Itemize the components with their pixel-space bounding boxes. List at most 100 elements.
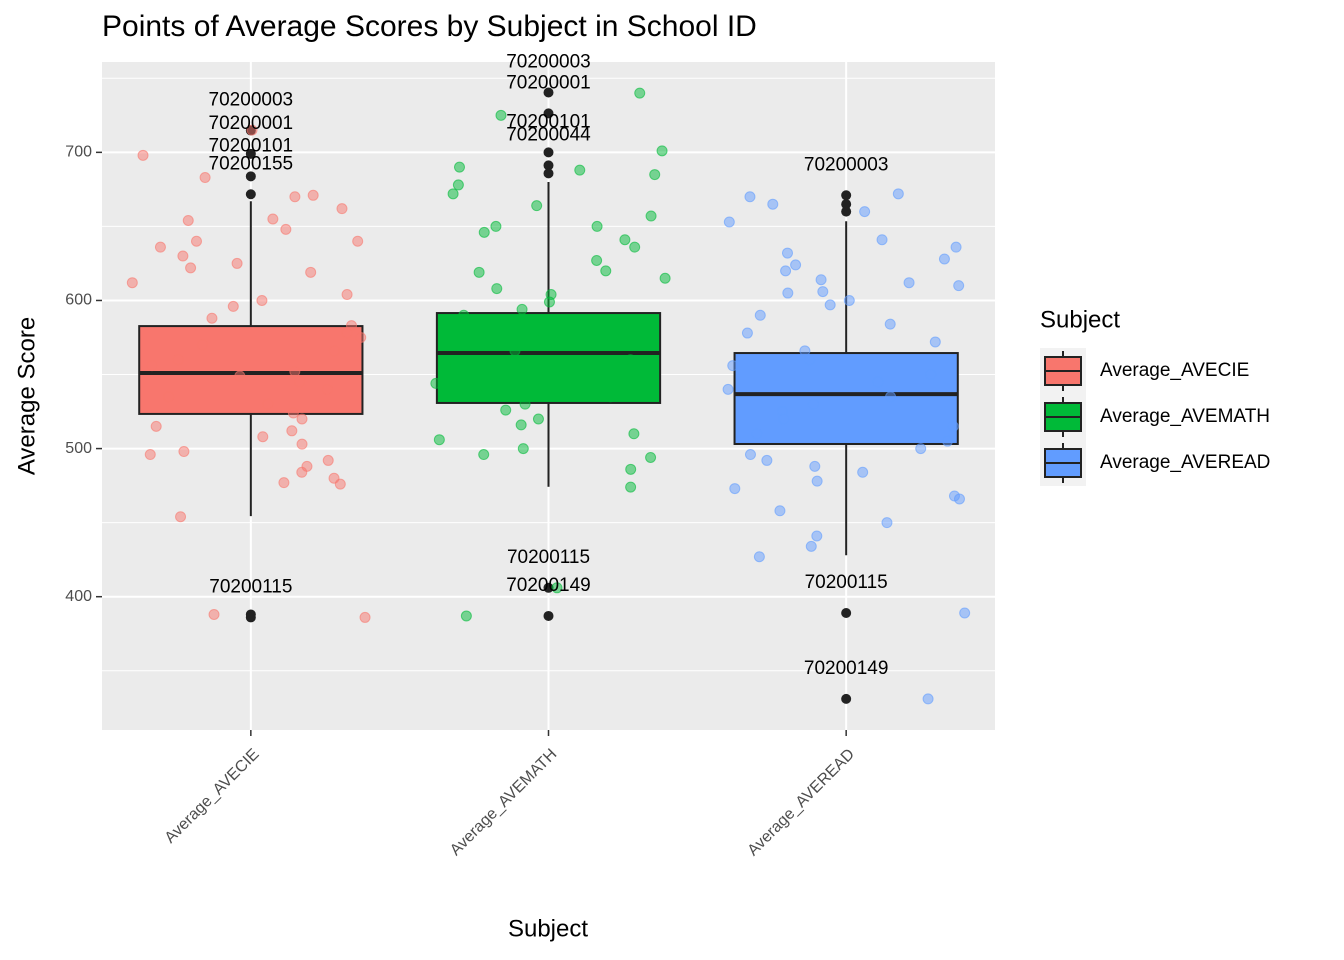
point [753,551,765,563]
point [517,443,529,455]
point [811,530,823,542]
point [600,265,612,277]
point [257,431,269,443]
point [175,511,187,523]
outlier [245,189,256,200]
point [548,336,560,348]
point [286,425,298,437]
point [172,354,184,366]
outlier [841,693,852,704]
point [591,254,603,266]
point [433,434,445,446]
point [296,438,308,450]
point [458,309,470,321]
outlier [245,612,256,623]
point [532,413,544,425]
point [727,360,739,372]
point [163,391,175,403]
point [790,259,802,271]
point [628,428,640,440]
point [744,449,756,461]
point [942,435,954,447]
y-tick-label: 500 [65,440,92,457]
point [289,191,301,203]
point [256,294,268,306]
point [528,327,540,339]
box [138,325,364,415]
y-tick-label: 700 [65,144,92,161]
point [336,203,348,215]
point [885,391,897,403]
point [744,191,756,203]
point [625,463,637,475]
legend-title: Subject [1040,306,1120,333]
outlier [543,582,554,593]
outlier-label: 70200044 [506,124,591,145]
point [550,370,562,382]
outlier [543,610,554,621]
point [150,420,162,432]
point [296,413,308,425]
point [824,299,836,311]
point [185,262,197,274]
outlier [543,147,554,158]
outlier [841,206,852,217]
point [280,223,292,235]
point [881,517,893,529]
point [574,164,586,176]
legend-label: Average_AVEMATH [1100,406,1270,427]
point [915,443,927,455]
outlier-label: 70200115 [507,547,590,568]
outlier-label: 70200115 [209,576,292,597]
point [177,250,189,262]
outlier [543,87,554,98]
point [922,693,934,705]
point [551,582,563,594]
point [440,361,452,373]
point [953,493,965,505]
point [341,327,353,339]
point [182,214,194,226]
outlier-label: 70200101 [506,111,591,132]
point [953,280,965,292]
outlier [543,168,554,179]
point [154,241,166,253]
point [495,109,507,121]
point [430,377,442,389]
point [328,345,340,357]
outlier [841,199,852,210]
point [196,339,208,351]
outlier-label: 70200003 [209,89,294,110]
outlier [543,108,554,119]
point [355,331,367,343]
point [781,247,793,259]
y-axis-title: Average Score [13,317,40,475]
point [723,216,735,228]
point [950,241,962,253]
point [478,449,490,461]
point [321,383,333,395]
point [146,360,158,372]
point [629,241,641,253]
point [925,369,937,381]
point [605,391,617,403]
point [307,189,319,201]
point [645,210,657,222]
point [470,383,482,395]
point [234,370,246,382]
point [206,312,218,324]
point [741,327,753,339]
point [884,318,896,330]
point [478,226,490,238]
point [815,274,827,286]
point [659,272,671,284]
point [490,220,502,232]
point [872,376,884,388]
point [267,213,279,225]
point [804,354,816,366]
point [178,446,190,458]
point [262,398,274,410]
point [619,234,631,246]
x-tick-label: Average_AVEREAD [744,746,857,859]
